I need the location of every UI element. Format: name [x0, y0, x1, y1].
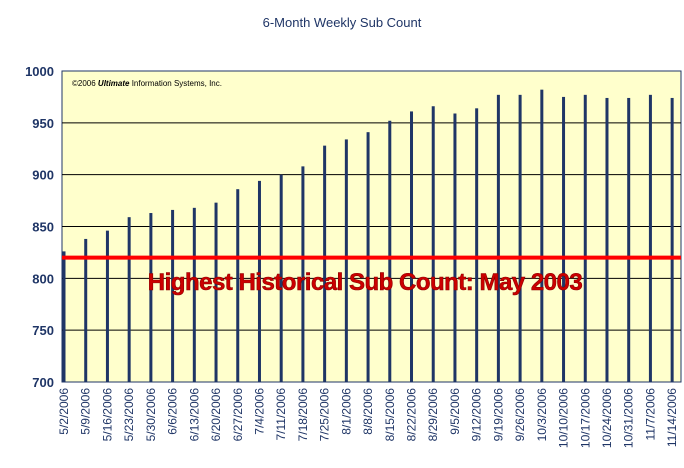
x-tick-label: 6/27/2006 — [231, 388, 245, 442]
x-tick-label: 10/3/2006 — [535, 388, 549, 442]
x-tick-label: 8/8/2006 — [361, 388, 375, 435]
bar — [562, 96, 566, 383]
bar — [496, 94, 500, 383]
x-tick-label: 8/22/2006 — [405, 388, 419, 442]
bar — [84, 238, 88, 382]
x-tick-label: 11/7/2006 — [643, 388, 657, 441]
x-tick-label: 5/2/2006 — [57, 388, 71, 435]
y-tick-label: 800 — [32, 271, 54, 286]
bar — [475, 108, 479, 382]
y-tick-label: 900 — [32, 168, 54, 183]
x-tick-label: 9/26/2006 — [513, 388, 527, 442]
x-tick-label: 5/30/2006 — [144, 388, 158, 442]
bar — [388, 120, 392, 382]
bar — [171, 209, 175, 382]
bar — [431, 106, 435, 382]
x-axis-ticks: 5/2/2006 5/9/2006 5/16/2006 5/23/2006 5/30/2… — [57, 388, 679, 448]
x-tick-label: 10/31/2006 — [622, 388, 636, 448]
x-tick-label: 10/24/2006 — [600, 388, 614, 448]
bar — [214, 202, 218, 382]
x-tick-label: 8/1/2006 — [339, 388, 353, 435]
x-tick-label: 11/14/2006 — [665, 388, 679, 447]
copyright-text: ©2006 Ultimate Information Systems, Inc. — [72, 79, 222, 88]
x-tick-label: 5/23/2006 — [122, 388, 136, 442]
x-tick-label: 6/20/2006 — [209, 388, 223, 442]
y-tick-label: 700 — [32, 375, 54, 390]
copyright-prefix: ©2006 — [72, 79, 98, 88]
x-tick-label: 7/25/2006 — [318, 388, 332, 442]
copyright-italic: Ultimate — [98, 79, 130, 88]
y-axis-ticks: 700 750 800 850 900 950 1000 — [25, 64, 54, 390]
x-tick-label: 9/12/2006 — [470, 388, 484, 442]
bar — [62, 251, 66, 382]
bar — [344, 139, 348, 382]
bar — [127, 217, 131, 382]
x-tick-label: 6/13/2006 — [187, 388, 201, 442]
y-tick-label: 750 — [32, 323, 54, 338]
x-tick-label: 7/18/2006 — [296, 388, 310, 442]
grid-lines — [62, 122, 681, 331]
x-tick-label: 9/5/2006 — [448, 388, 462, 435]
x-tick-label: 5/16/2006 — [100, 388, 114, 442]
bar — [627, 97, 631, 382]
bar — [518, 94, 522, 383]
y-tick-label: 950 — [32, 116, 54, 131]
bar — [279, 174, 283, 382]
bar — [605, 97, 609, 382]
bar — [301, 166, 305, 382]
x-tick-label: 9/19/2006 — [491, 388, 505, 442]
bar — [236, 189, 240, 382]
bar — [257, 180, 261, 382]
annotation-text: Highest Historical Sub Count: May 2003 — [148, 269, 583, 296]
bars — [62, 89, 674, 383]
x-tick-label: 7/11/2006 — [274, 388, 288, 441]
bar — [540, 89, 544, 382]
y-tick-label: 1000 — [25, 64, 54, 79]
chart-title: 6-Month Weekly Sub Count — [263, 15, 422, 30]
x-tick-label: 10/17/2006 — [578, 388, 592, 448]
x-tick-label: 10/10/2006 — [557, 388, 571, 448]
x-tick-label: 8/29/2006 — [426, 388, 440, 442]
x-tick-label: 8/15/2006 — [383, 388, 397, 442]
y-tick-label: 850 — [32, 220, 54, 235]
x-tick-label: 6/6/2006 — [166, 388, 180, 435]
bar — [583, 94, 587, 383]
bar — [453, 113, 457, 383]
bar — [410, 111, 414, 383]
x-tick-label: 5/9/2006 — [79, 388, 93, 435]
bar — [149, 213, 153, 382]
bar — [105, 230, 109, 382]
copyright-suffix: Information Systems, Inc. — [129, 79, 221, 88]
x-tick-label: 7/4/2006 — [252, 388, 266, 435]
bar — [670, 97, 674, 382]
bar — [323, 145, 327, 382]
bar — [648, 94, 652, 383]
bar — [192, 207, 196, 382]
